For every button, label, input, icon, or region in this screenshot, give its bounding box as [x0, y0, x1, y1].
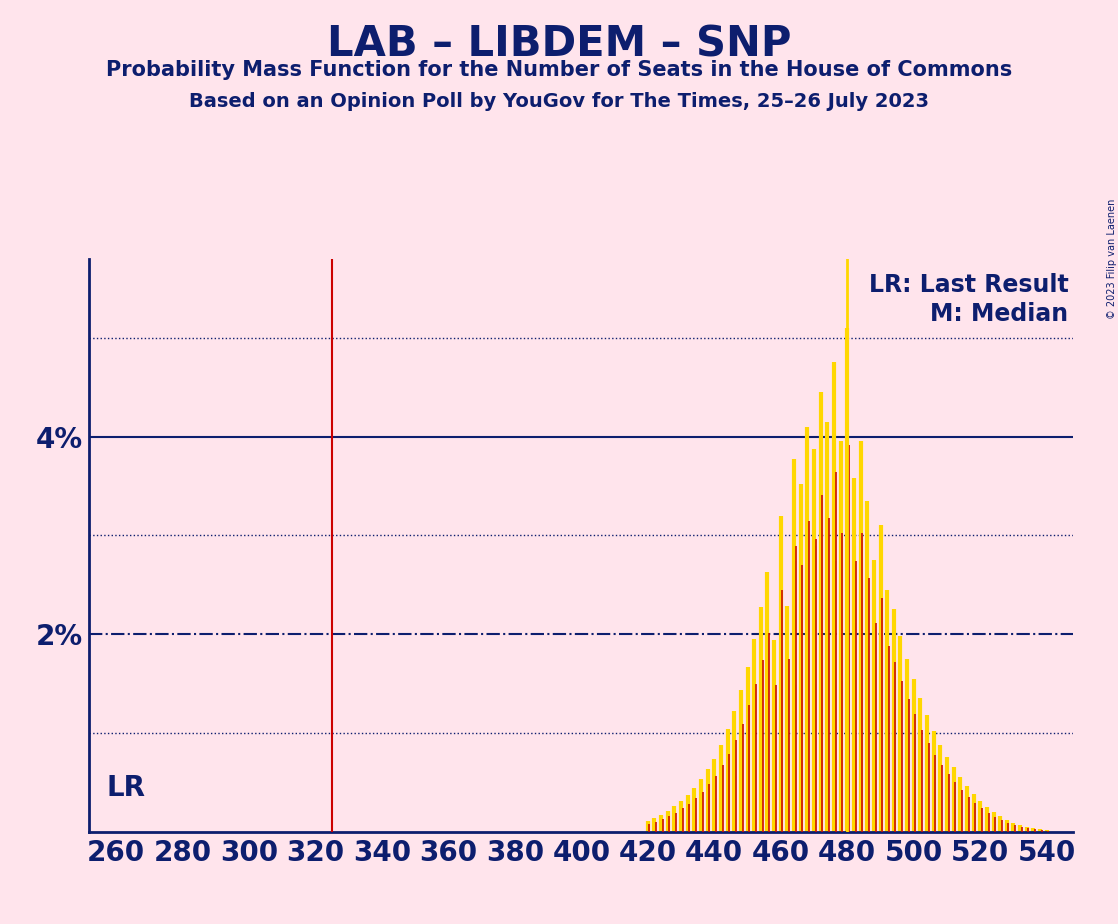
Text: LR: Last Result: LR: Last Result	[869, 274, 1069, 297]
Text: Probability Mass Function for the Number of Seats in the House of Commons: Probability Mass Function for the Number…	[106, 60, 1012, 80]
Text: Based on an Opinion Poll by YouGov for The Times, 25–26 July 2023: Based on an Opinion Poll by YouGov for T…	[189, 92, 929, 112]
Text: LR: LR	[106, 774, 145, 802]
Text: M: Median: M: Median	[930, 301, 1069, 325]
Text: LAB – LIBDEM – SNP: LAB – LIBDEM – SNP	[326, 23, 792, 65]
Text: © 2023 Filip van Laenen: © 2023 Filip van Laenen	[1107, 199, 1117, 319]
